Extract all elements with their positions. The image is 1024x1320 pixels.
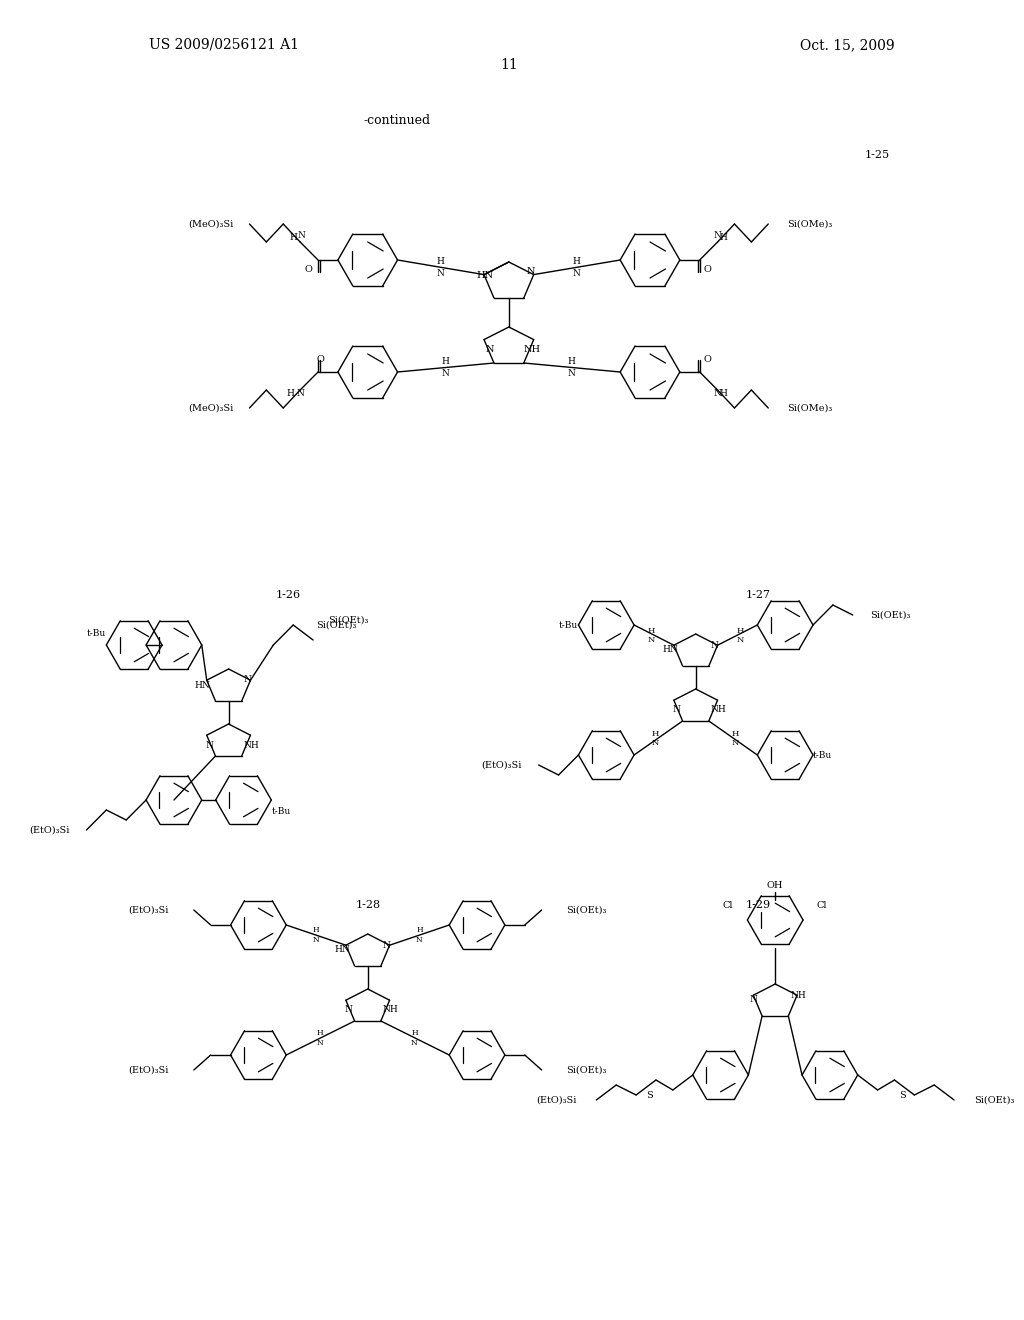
Text: H: H — [720, 389, 727, 399]
Text: H: H — [647, 627, 654, 635]
Text: Si(OMe)₃: Si(OMe)₃ — [787, 404, 833, 412]
Text: H: H — [736, 627, 744, 635]
Text: O: O — [316, 355, 324, 364]
Text: HN: HN — [663, 645, 678, 655]
Text: N: N — [736, 636, 744, 644]
Text: NH: NH — [711, 705, 726, 714]
Text: Si(OEt)₃: Si(OEt)₃ — [869, 610, 910, 619]
Text: Oct. 15, 2009: Oct. 15, 2009 — [800, 38, 895, 51]
Text: H
N: H N — [316, 1030, 324, 1047]
Text: O: O — [304, 265, 312, 275]
Text: N: N — [711, 640, 719, 649]
Text: (EtO)₃Si: (EtO)₃Si — [129, 906, 169, 915]
Text: Cl: Cl — [723, 900, 733, 909]
Text: N: N — [572, 268, 581, 277]
Text: t-Bu: t-Bu — [559, 620, 579, 630]
Text: HN: HN — [477, 271, 494, 280]
Text: N: N — [567, 368, 575, 378]
Text: Si(OEt)₃: Si(OEt)₃ — [328, 615, 369, 624]
Text: N: N — [714, 389, 722, 399]
Text: N: N — [673, 705, 681, 714]
Text: t-Bu: t-Bu — [271, 808, 291, 817]
Text: Cl: Cl — [817, 900, 827, 909]
Text: N: N — [296, 389, 304, 399]
Text: Si(OEt)₃: Si(OEt)₃ — [566, 1065, 607, 1074]
Text: H
N: H N — [416, 927, 423, 944]
Text: (MeO)₃Si: (MeO)₃Si — [188, 404, 233, 412]
Text: N: N — [732, 739, 739, 747]
Text: NH: NH — [244, 741, 259, 750]
Text: S: S — [646, 1090, 653, 1100]
Text: HN: HN — [195, 681, 211, 689]
Text: H: H — [720, 234, 727, 243]
Text: 1-29: 1-29 — [745, 900, 770, 909]
Text: O: O — [703, 265, 712, 275]
Text: Si(OEt)₃: Si(OEt)₃ — [974, 1096, 1015, 1105]
Text: N: N — [651, 739, 658, 747]
Text: N: N — [297, 231, 305, 239]
Text: Si(OEt)₃: Si(OEt)₃ — [566, 906, 607, 915]
Text: 1-26: 1-26 — [275, 590, 301, 601]
Text: O: O — [703, 355, 712, 364]
Text: S: S — [899, 1090, 906, 1100]
Text: HN: HN — [334, 945, 350, 954]
Text: N: N — [383, 940, 390, 949]
Text: 1-25: 1-25 — [864, 150, 890, 160]
Text: OH: OH — [767, 880, 783, 890]
Text: 1-27: 1-27 — [745, 590, 770, 601]
Text: (EtO)₃Si: (EtO)₃Si — [30, 825, 70, 834]
Text: N: N — [750, 995, 758, 1005]
Text: NH: NH — [383, 1006, 398, 1015]
Text: 11: 11 — [500, 58, 518, 73]
Text: (EtO)₃Si: (EtO)₃Si — [129, 1065, 169, 1074]
Text: H: H — [441, 358, 450, 367]
Text: t-Bu: t-Bu — [813, 751, 833, 759]
Text: N: N — [526, 268, 536, 276]
Text: (EtO)₃Si: (EtO)₃Si — [537, 1096, 577, 1105]
Text: t-Bu: t-Bu — [87, 628, 106, 638]
Text: N: N — [345, 1006, 353, 1015]
Text: H
N: H N — [411, 1030, 418, 1047]
Text: Si(OEt)₃: Si(OEt)₃ — [316, 620, 356, 630]
Text: N: N — [436, 268, 444, 277]
Text: US 2009/0256121 A1: US 2009/0256121 A1 — [150, 38, 299, 51]
Text: H: H — [567, 358, 575, 367]
Text: 1-28: 1-28 — [355, 900, 380, 909]
Text: N: N — [485, 346, 494, 355]
Text: NH: NH — [791, 990, 806, 999]
Text: (MeO)₃Si: (MeO)₃Si — [188, 219, 233, 228]
Text: N: N — [714, 231, 722, 239]
Text: H: H — [287, 389, 294, 399]
Text: H
N: H N — [312, 927, 319, 944]
Text: (EtO)₃Si: (EtO)₃Si — [481, 760, 522, 770]
Text: H: H — [732, 730, 739, 738]
Text: H: H — [572, 257, 581, 267]
Text: H: H — [651, 730, 658, 738]
Text: NH: NH — [523, 346, 541, 355]
Text: -continued: -continued — [364, 114, 431, 127]
Text: N: N — [441, 368, 450, 378]
Text: N: N — [244, 676, 251, 685]
Text: N: N — [206, 741, 214, 750]
Text: Si(OMe)₃: Si(OMe)₃ — [787, 219, 833, 228]
Text: N: N — [647, 636, 654, 644]
Text: H: H — [436, 257, 444, 267]
Text: H: H — [289, 234, 297, 243]
